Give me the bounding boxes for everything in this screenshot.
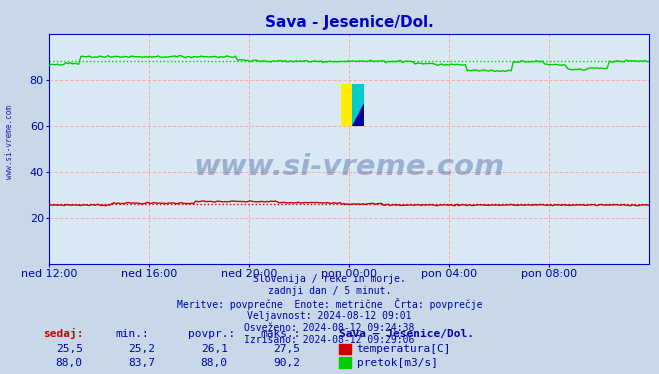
Text: povpr.:: povpr.: [188, 329, 235, 339]
Text: www.si-vreme.com: www.si-vreme.com [194, 153, 505, 181]
Text: Veljavnost: 2024-08-12 09:01: Veljavnost: 2024-08-12 09:01 [247, 311, 412, 321]
Text: Sava – Jesenice/Dol.: Sava – Jesenice/Dol. [339, 329, 474, 339]
Text: 88,0: 88,0 [201, 358, 227, 368]
Text: pretok[m3/s]: pretok[m3/s] [357, 358, 438, 368]
Text: min.:: min.: [115, 329, 149, 339]
Bar [352, 84, 364, 126]
Text: maks.:: maks.: [260, 329, 301, 339]
Text: Osveženo: 2024-08-12 09:24:38: Osveženo: 2024-08-12 09:24:38 [244, 323, 415, 333]
Text: 83,7: 83,7 [129, 358, 155, 368]
Text: zadnji dan / 5 minut.: zadnji dan / 5 minut. [268, 286, 391, 296]
Text: Izrisano: 2024-08-12 09:29:06: Izrisano: 2024-08-12 09:29:06 [244, 335, 415, 346]
Text: 25,5: 25,5 [56, 344, 82, 354]
Polygon shape [352, 103, 364, 126]
Text: 27,5: 27,5 [273, 344, 300, 354]
Text: sedaj:: sedaj: [43, 328, 83, 339]
Text: 88,0: 88,0 [56, 358, 82, 368]
Title: Sava - Jesenice/Dol.: Sava - Jesenice/Dol. [265, 15, 434, 30]
Text: 26,1: 26,1 [201, 344, 227, 354]
Text: temperatura[C]: temperatura[C] [357, 344, 451, 354]
Text: 25,2: 25,2 [129, 344, 155, 354]
Text: Meritve: povprečne  Enote: metrične  Črta: povprečje: Meritve: povprečne Enote: metrične Črta:… [177, 298, 482, 310]
Text: www.si-vreme.com: www.si-vreme.com [5, 105, 14, 179]
Text: Slovenija / reke in morje.: Slovenija / reke in morje. [253, 274, 406, 284]
Bar [341, 84, 364, 126]
Text: 90,2: 90,2 [273, 358, 300, 368]
